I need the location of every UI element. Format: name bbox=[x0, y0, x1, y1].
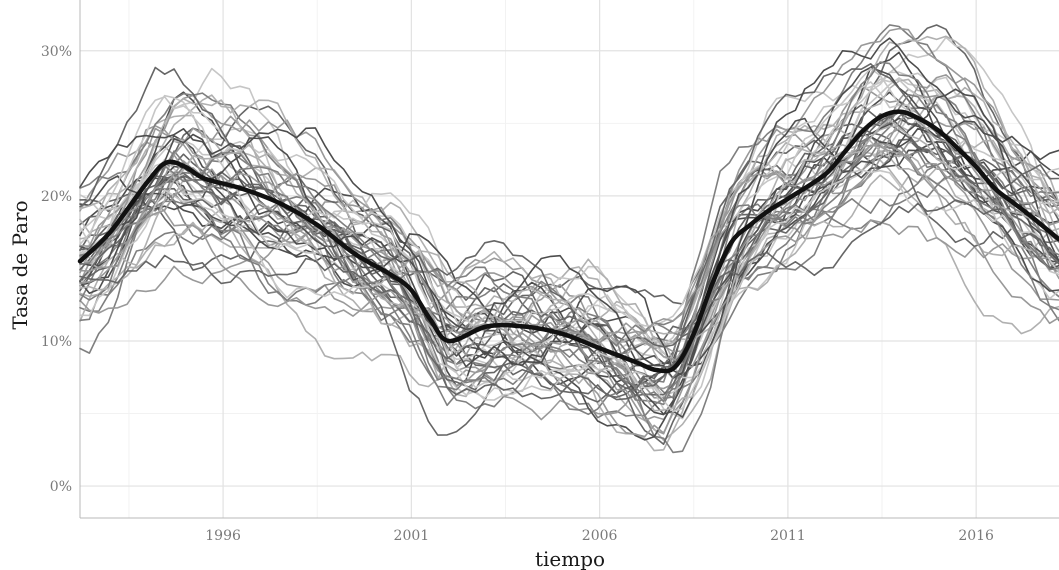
background-series-line bbox=[80, 121, 1059, 433]
y-tick-label: 10% bbox=[41, 334, 72, 350]
background-series-line bbox=[80, 170, 1059, 412]
background-series bbox=[80, 25, 1059, 453]
y-axis-title: Tasa de Paro bbox=[8, 200, 32, 329]
x-tick-label: 2011 bbox=[770, 528, 806, 544]
y-tick-label: 20% bbox=[41, 189, 72, 205]
x-tick-label: 2006 bbox=[582, 528, 618, 544]
x-tick-label: 2001 bbox=[394, 528, 430, 544]
y-axis-ticks: 0% 10% 20% 30% bbox=[41, 44, 72, 495]
x-axis-title: tiempo bbox=[535, 547, 605, 570]
y-tick-label: 30% bbox=[41, 44, 72, 60]
x-tick-label: 1996 bbox=[205, 528, 241, 544]
x-tick-label: 2016 bbox=[958, 528, 994, 544]
x-axis-ticks: 1996 2001 2006 2011 2016 bbox=[205, 528, 994, 544]
y-tick-label: 0% bbox=[50, 479, 72, 495]
